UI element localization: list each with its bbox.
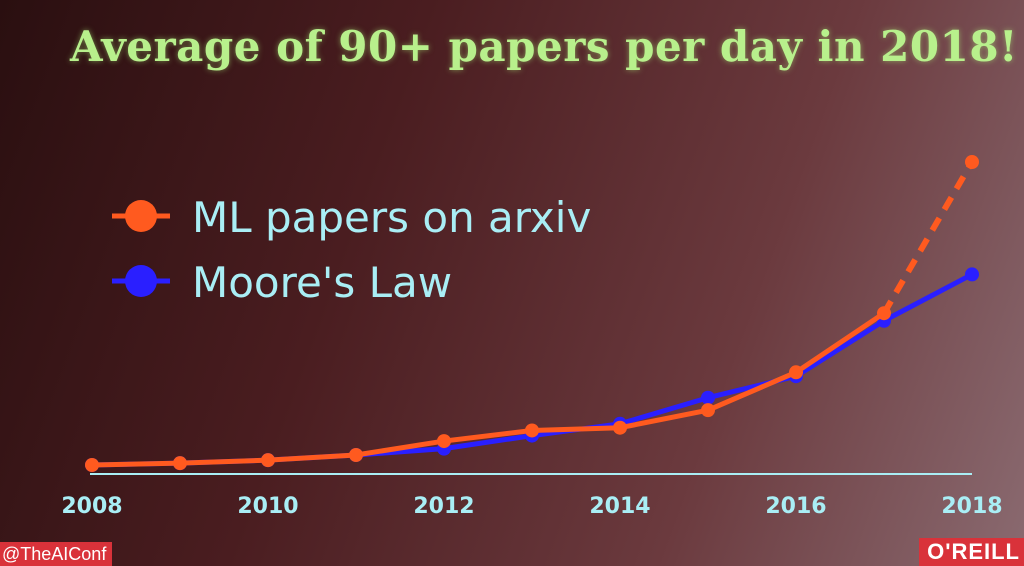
x-tick-2014: 2014 bbox=[589, 494, 650, 519]
x-tick-2012: 2012 bbox=[413, 494, 474, 519]
legend-label-moore: Moore's Law bbox=[192, 258, 452, 307]
point-moore-2015 bbox=[701, 390, 715, 405]
series-line-ml-projected bbox=[881, 160, 975, 315]
x-tick-2016: 2016 bbox=[765, 494, 826, 519]
point-ml-2015 bbox=[701, 403, 715, 418]
point-ml-2009 bbox=[173, 456, 187, 471]
point-ml-2013 bbox=[525, 423, 539, 438]
point-ml-2016 bbox=[789, 365, 803, 380]
point-ml-2018 bbox=[965, 155, 979, 169]
point-ml-2008 bbox=[85, 458, 99, 472]
brand-logo: O'REILL bbox=[919, 538, 1024, 566]
conference-handle: @TheAIConf bbox=[0, 542, 113, 566]
x-axis-ticks: 2008 2010 2012 2014 2016 2018 bbox=[61, 494, 1002, 519]
point-moore-2018 bbox=[965, 267, 979, 282]
slide-title: Average of 90+ papers per day in 2018! bbox=[70, 22, 1018, 71]
legend: ML papers on arxiv Moore's Law bbox=[112, 193, 591, 307]
point-ml-2012 bbox=[437, 434, 451, 449]
point-ml-2011 bbox=[349, 448, 363, 463]
x-tick-2018: 2018 bbox=[941, 494, 1002, 519]
x-tick-2008: 2008 bbox=[61, 494, 122, 519]
legend-item-ml: ML papers on arxiv bbox=[112, 193, 591, 242]
series-line-ml bbox=[91, 311, 886, 468]
point-ml-2014 bbox=[613, 420, 627, 435]
point-ml-2010 bbox=[261, 453, 275, 468]
chart-marks bbox=[85, 155, 979, 472]
legend-swatch-dot-ml bbox=[125, 200, 157, 232]
point-ml-2017 bbox=[877, 306, 891, 321]
legend-item-moore: Moore's Law bbox=[112, 258, 452, 307]
x-tick-2010: 2010 bbox=[237, 494, 298, 519]
legend-swatch-dot-moore bbox=[125, 265, 157, 297]
legend-label-ml: ML papers on arxiv bbox=[192, 193, 591, 242]
